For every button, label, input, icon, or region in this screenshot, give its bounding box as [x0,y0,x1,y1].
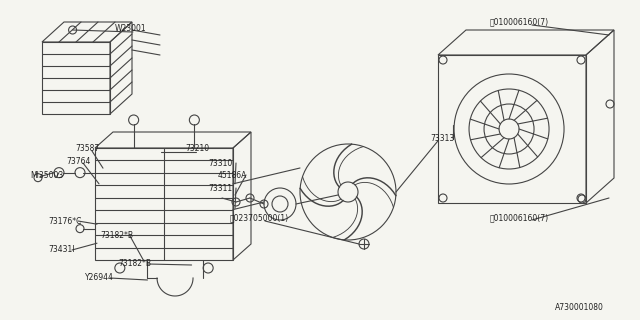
Text: Ⓢ010006160(7): Ⓢ010006160(7) [490,213,549,222]
Text: 73587: 73587 [75,143,99,153]
Text: 73176*C: 73176*C [48,217,81,226]
Text: A730001080: A730001080 [555,303,604,313]
Text: 73182*B: 73182*B [100,230,133,239]
Text: 73210: 73210 [185,143,209,153]
Text: 73310: 73310 [208,158,232,167]
Text: 45186A: 45186A [218,171,248,180]
Text: 73313: 73313 [430,133,454,142]
Text: W23001: W23001 [115,23,147,33]
Text: Ⓢ010006160(7): Ⓢ010006160(7) [490,18,549,27]
Text: MI35003: MI35003 [30,171,63,180]
Text: 73764: 73764 [66,156,90,165]
Text: 73182*B: 73182*B [118,259,151,268]
Text: 73311: 73311 [208,183,232,193]
Text: Y26944: Y26944 [85,274,114,283]
Text: 73431I: 73431I [48,244,74,253]
Text: Ⓝ023705000(1): Ⓝ023705000(1) [230,213,289,222]
